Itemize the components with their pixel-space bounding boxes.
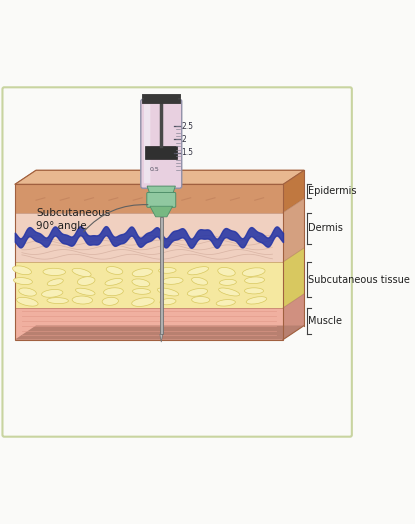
- Polygon shape: [147, 186, 176, 194]
- Text: 1.5: 1.5: [181, 148, 193, 157]
- Ellipse shape: [77, 277, 95, 286]
- Ellipse shape: [76, 288, 95, 296]
- Ellipse shape: [219, 288, 239, 296]
- Ellipse shape: [17, 297, 38, 306]
- Ellipse shape: [72, 296, 93, 304]
- Ellipse shape: [105, 278, 122, 286]
- Ellipse shape: [47, 279, 63, 286]
- Polygon shape: [15, 262, 283, 308]
- Text: Epidermis: Epidermis: [308, 187, 357, 196]
- Ellipse shape: [187, 289, 208, 296]
- Ellipse shape: [159, 268, 176, 274]
- FancyBboxPatch shape: [147, 192, 176, 208]
- Text: 2.5: 2.5: [181, 122, 193, 130]
- Ellipse shape: [42, 289, 63, 297]
- Ellipse shape: [102, 297, 118, 305]
- Polygon shape: [15, 325, 304, 340]
- Ellipse shape: [132, 269, 153, 277]
- Polygon shape: [15, 170, 304, 184]
- Ellipse shape: [242, 268, 265, 277]
- Ellipse shape: [132, 298, 154, 307]
- Ellipse shape: [132, 279, 150, 287]
- Polygon shape: [160, 334, 163, 342]
- Ellipse shape: [220, 279, 237, 286]
- Polygon shape: [283, 199, 304, 262]
- Polygon shape: [160, 217, 163, 334]
- FancyBboxPatch shape: [141, 100, 182, 188]
- Polygon shape: [283, 170, 304, 213]
- Ellipse shape: [192, 297, 210, 303]
- Ellipse shape: [218, 267, 235, 276]
- Ellipse shape: [106, 267, 123, 275]
- Ellipse shape: [13, 278, 32, 285]
- Ellipse shape: [246, 297, 267, 304]
- Ellipse shape: [47, 298, 68, 303]
- Ellipse shape: [19, 288, 37, 296]
- Text: Muscle: Muscle: [308, 316, 342, 326]
- Text: 2: 2: [181, 135, 186, 144]
- Ellipse shape: [12, 266, 32, 275]
- Ellipse shape: [162, 277, 183, 285]
- Text: Subcutaneous tissue: Subcutaneous tissue: [308, 275, 410, 285]
- Ellipse shape: [103, 288, 123, 296]
- Ellipse shape: [72, 268, 91, 277]
- Ellipse shape: [244, 288, 264, 294]
- Polygon shape: [15, 213, 283, 262]
- Ellipse shape: [160, 299, 176, 305]
- Polygon shape: [283, 294, 304, 340]
- Polygon shape: [283, 248, 304, 308]
- Text: Dermis: Dermis: [308, 223, 343, 234]
- Ellipse shape: [192, 277, 208, 285]
- Text: 0.5: 0.5: [149, 167, 159, 172]
- Bar: [145, 146, 178, 159]
- Ellipse shape: [216, 300, 235, 306]
- Text: Subcutaneous
90° angle: Subcutaneous 90° angle: [36, 208, 110, 231]
- Polygon shape: [15, 184, 283, 213]
- FancyBboxPatch shape: [2, 88, 352, 436]
- Polygon shape: [15, 308, 283, 340]
- Ellipse shape: [188, 267, 209, 275]
- Ellipse shape: [43, 268, 66, 276]
- Ellipse shape: [132, 289, 151, 294]
- FancyBboxPatch shape: [144, 104, 150, 183]
- Ellipse shape: [244, 277, 264, 283]
- Ellipse shape: [157, 288, 179, 296]
- Bar: [144, 96, 178, 101]
- Polygon shape: [150, 206, 173, 217]
